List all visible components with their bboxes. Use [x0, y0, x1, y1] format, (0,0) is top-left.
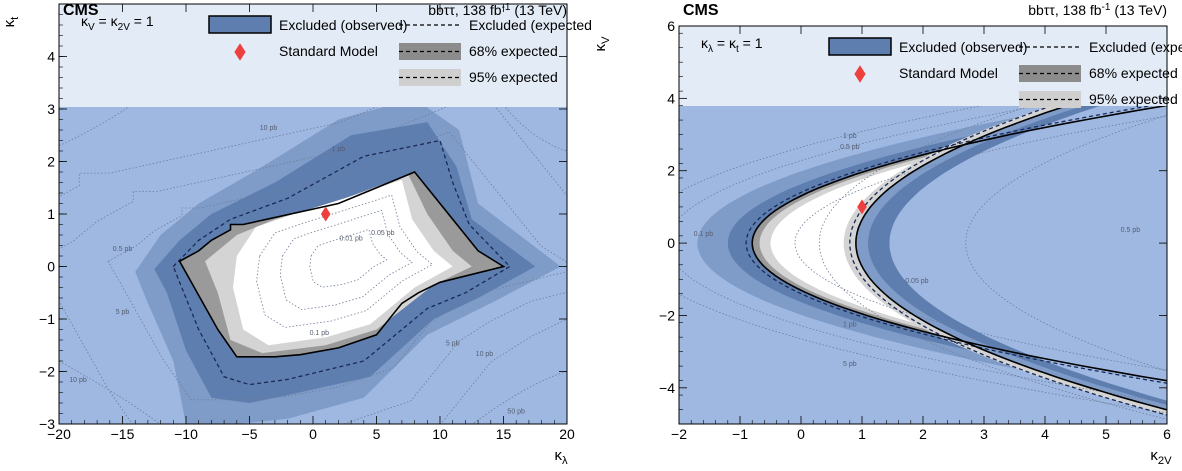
x-tick-label: 20	[559, 426, 575, 442]
contour-value-label: 10 pb	[260, 125, 278, 132]
x-tick-label: −1	[732, 426, 748, 442]
legend-sm-label: Standard Model	[279, 43, 378, 59]
y-tick-label: 6	[667, 18, 675, 34]
x-tick-label: 0	[309, 426, 317, 442]
contour-value-label: 0.01 pb	[339, 235, 362, 242]
contour-value-label: 0.1 pb	[310, 330, 330, 337]
y-tick-label: −2	[659, 307, 675, 323]
y-tick-label: −1	[39, 311, 55, 327]
legend-sm-label: Standard Model	[899, 65, 998, 81]
legend-observed-label: Excluded (observed)	[899, 39, 1027, 55]
y-tick-label: −3	[39, 416, 55, 432]
k2v-kv-contour-chart: 5 pb1 pb0.5 pb0.1 pb0.05 pb1 pb5 pb0.5 p…	[591, 0, 1182, 466]
legend-95-label: 95% expected	[1089, 91, 1178, 107]
legend-observed-label: Excluded (observed)	[279, 17, 407, 33]
contour-value-label: 50 pb	[507, 409, 525, 416]
contour-value-label: 5 pb	[843, 361, 857, 368]
legend-95-label: 95% expected	[469, 69, 558, 85]
contour-value-label: 10 pb	[69, 377, 87, 384]
y-tick-label: 4	[47, 49, 55, 65]
y-tick-label: 4	[667, 90, 675, 106]
x-tick-label: 3	[980, 426, 988, 442]
legend-observed-swatch	[829, 38, 891, 55]
y-tick-label: 3	[47, 101, 55, 117]
x-axis-label: κ2V	[1150, 447, 1172, 466]
x-tick-label: −5	[242, 426, 258, 442]
contour-value-label: 0.5 pb	[1121, 227, 1141, 234]
lumi-label: bbττ, 138 fb-1 (13 TeV)	[428, 2, 567, 18]
y-tick-label: 0	[47, 259, 55, 275]
y-tick-label: −2	[39, 364, 55, 380]
kl-kt-contour-chart: 50 pb 5 pb 10 pb 1 pb 10 pb 0.5 pb 0.01 pb 0.05…	[0, 0, 591, 466]
lumi-label: bbττ, 138 fb-1 (13 TeV)	[1028, 2, 1167, 18]
y-axis-label: κt	[1, 16, 21, 28]
legend-expected-label: Excluded (expected)	[469, 17, 591, 33]
x-tick-label: 0	[797, 426, 805, 442]
contour-value-label: 0.5 pb	[113, 246, 133, 253]
y-tick-label: 2	[667, 163, 675, 179]
y-tick-label: 1	[47, 206, 55, 222]
contour-value-label: 1 pb	[332, 146, 346, 153]
legend-expected-label: Excluded (expected)	[1089, 39, 1182, 55]
contour-value-label: 5 pb	[446, 340, 460, 347]
contour-value-label: 1 pb	[843, 321, 857, 328]
x-tick-label: 15	[496, 426, 512, 442]
x-tick-label: 2	[919, 426, 927, 442]
x-tick-label: −15	[111, 426, 135, 442]
y-tick-label: 0	[667, 235, 675, 251]
x-axis-label: κλ	[554, 447, 568, 466]
right-chart-panel: 5 pb1 pb0.5 pb0.1 pb0.05 pb1 pb5 pb0.5 p…	[591, 0, 1182, 466]
contour-value-label: 0.5 pb	[840, 144, 860, 151]
contour-value-label: 0.1 pb	[694, 231, 714, 238]
x-tick-label: 6	[1163, 426, 1171, 442]
x-tick-label: 5	[1102, 426, 1110, 442]
x-tick-label: 10	[432, 426, 448, 442]
contour-value-label: 5 pb	[116, 309, 130, 316]
x-tick-label: −2	[671, 426, 687, 442]
legend-68-label: 68% expected	[1089, 65, 1178, 81]
x-tick-label: 4	[1041, 426, 1049, 442]
contour-value-label: 10 pb	[476, 351, 494, 358]
legend-68-label: 68% expected	[469, 43, 558, 59]
x-tick-label: 5	[373, 426, 381, 442]
x-tick-label: 1	[858, 426, 866, 442]
y-axis-label: κV	[592, 36, 612, 52]
x-tick-label: −10	[174, 426, 198, 442]
y-tick-label: −4	[659, 380, 675, 396]
experiment-label: CMS	[683, 2, 719, 19]
contour-value-label: 0.05 pb	[905, 278, 928, 285]
contour-value-label: 0.05 pb	[371, 230, 394, 237]
y-tick-label: 2	[47, 154, 55, 170]
contour-value-label: 1 pb	[843, 133, 857, 140]
legend-observed-swatch	[209, 16, 271, 33]
experiment-label: CMS	[63, 2, 99, 19]
left-chart-panel: 50 pb 5 pb 10 pb 1 pb 10 pb 0.5 pb 0.01 pb 0.05…	[0, 0, 591, 466]
